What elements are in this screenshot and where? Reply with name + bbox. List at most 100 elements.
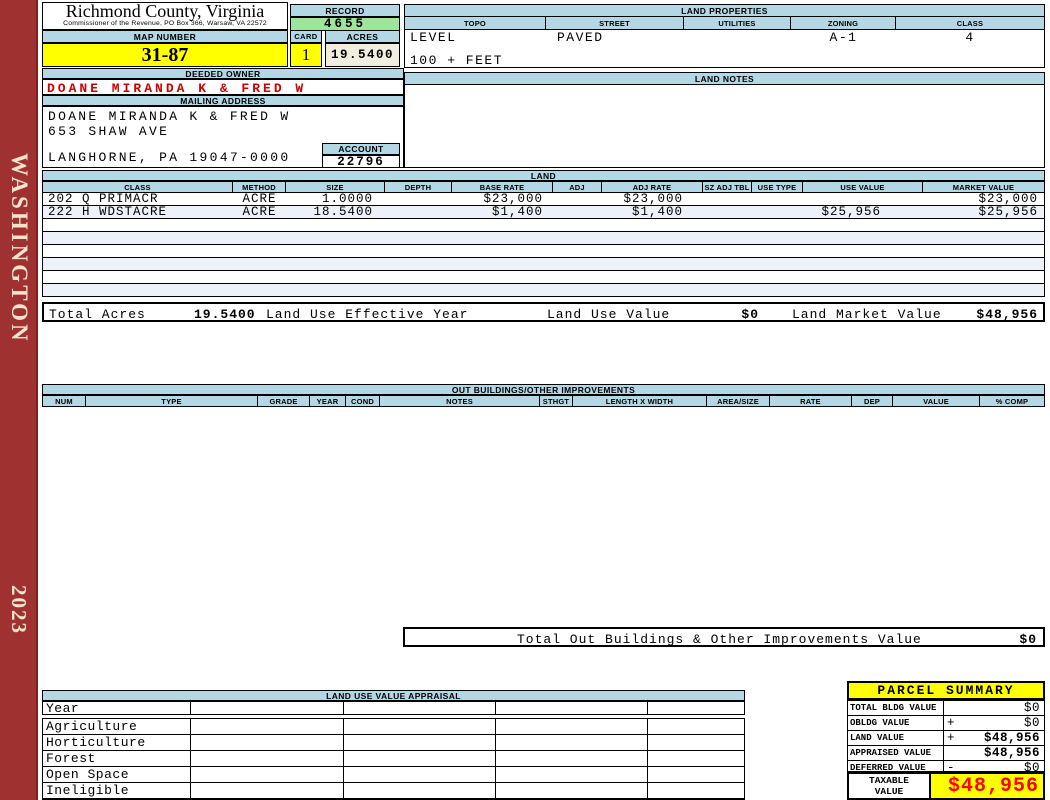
land-market-value-total: $48,956 <box>976 307 1038 322</box>
lu-cell <box>344 783 496 798</box>
land-row: 202 Q PRIMACR ACRE 1.0000 $23,000 $23,00… <box>43 193 1044 206</box>
class-value: 4 <box>965 30 975 45</box>
land-row-empty <box>43 284 1044 297</box>
out-buildings-headers: NUM TYPE GRADE YEAR COND NOTES STHGT LEN… <box>42 395 1045 407</box>
land-notes-title: LAND NOTES <box>405 73 1044 85</box>
record-label: RECORD <box>290 4 400 17</box>
land-use-appraisal-title: LAND USE VALUE APPRAISAL <box>42 690 745 701</box>
lu-cell <box>648 702 744 714</box>
col-land-sz-adj-tbl: SZ ADJ TBL <box>703 182 752 192</box>
col-land-use-type: USE TYPE <box>752 182 803 192</box>
ps-sign: + <box>947 716 956 730</box>
lu-cell <box>344 751 496 766</box>
land-row-empty <box>43 245 1044 258</box>
parcel-summary-row: TOTAL BLDG VALUE $0 <box>848 701 1044 716</box>
ps-label: APPRAISED VALUE <box>848 746 944 760</box>
land-market-value: $23,000 <box>978 193 1038 205</box>
lu-cell <box>496 767 648 782</box>
parcel-summary-row: OBLDG VALUE + $0 <box>848 716 1044 731</box>
land-market-value-label: Land Market Value <box>792 307 942 322</box>
col-street: STREET <box>546 17 684 29</box>
topo-value: LEVEL <box>410 30 457 45</box>
out-buildings-total-row: Total Out Buildings & Other Improvements… <box>403 627 1045 647</box>
mailing-address-label: MAILING ADDRESS <box>42 95 404 106</box>
col-ob-num: NUM <box>43 396 86 406</box>
col-ob-cond: COND <box>346 396 380 406</box>
parcel-summary-row: APPRAISED VALUE $48,956 <box>848 745 1044 761</box>
lu-cell <box>648 735 744 750</box>
lu-cell <box>344 767 496 782</box>
land-use-value: $25,956 <box>821 206 881 218</box>
lu-cell <box>496 702 648 714</box>
lu-row: Horticulture <box>43 735 744 751</box>
parcel-summary-table: TOTAL BLDG VALUE $0 OBLDG VALUE + $0 LAN… <box>847 700 1045 775</box>
land-adj-rate: $1,400 <box>631 206 683 218</box>
deeded-owner-label: DEEDED OWNER <box>42 68 404 79</box>
land-use-value-label: Land Use Value <box>547 307 671 322</box>
land-properties-headers: TOPO STREET UTILITIES ZONING CLASS <box>405 17 1044 30</box>
col-ob-year: YEAR <box>310 396 346 406</box>
col-utilities: UTILITIES <box>684 17 791 29</box>
lu-cell <box>648 719 744 734</box>
district-label: WASHINGTON <box>7 152 32 344</box>
col-ob-sthgt: STHGT <box>540 396 573 406</box>
col-zoning: ZONING <box>791 17 896 29</box>
land-base-rate: $23,000 <box>483 193 543 205</box>
land-row-empty <box>43 232 1044 245</box>
lu-cell <box>648 783 744 798</box>
col-topo: TOPO <box>405 17 546 29</box>
land-totals-row: Total Acres 19.5400 Land Use Effective Y… <box>42 302 1045 322</box>
acres-label: ACRES <box>325 30 400 43</box>
county-title: Richmond County, Virginia <box>65 1 265 21</box>
col-land-base-rate: BASE RATE <box>452 182 553 192</box>
lu-cell <box>344 735 496 750</box>
account-label: ACCOUNT <box>322 143 400 155</box>
lu-cell <box>191 767 344 782</box>
col-ob-rate: RATE <box>770 396 852 406</box>
frontage-value: 100 + FEET <box>410 53 504 68</box>
land-class: 202 Q PRIMACR <box>48 193 159 205</box>
parcel-summary-row: LAND VALUE + $48,956 <box>848 731 1044 746</box>
ps-label: DEFERRED VALUE <box>848 761 944 775</box>
lu-row: Agriculture <box>43 719 744 735</box>
lu-row-label: Agriculture <box>43 719 191 734</box>
col-ob-type: TYPE <box>86 396 258 406</box>
col-ob-dep: DEP <box>852 396 893 406</box>
col-land-method: METHOD <box>233 182 286 192</box>
land-row: 222 H WDSTACRE ACRE 18.5400 $1,400 $1,40… <box>43 206 1044 219</box>
lu-row-label: Forest <box>43 751 191 766</box>
lu-row-label: Open Space <box>43 767 191 782</box>
lu-cell <box>191 702 344 714</box>
card-label: CARD <box>290 30 322 43</box>
land-method: ACRE <box>242 193 277 205</box>
lu-row-label: Ineligible <box>43 783 191 798</box>
col-ob-comp: % COMP <box>980 396 1044 406</box>
lu-cell <box>344 702 496 714</box>
land-size: 1.0000 <box>321 193 373 205</box>
ps-label: OBLDG VALUE <box>848 716 944 730</box>
land-notes-box: LAND NOTES <box>404 72 1045 168</box>
land-base-rate: $1,400 <box>491 206 543 218</box>
lu-cell <box>191 719 344 734</box>
lu-row: Ineligible <box>43 783 744 799</box>
address-line: 653 SHAW AVE <box>48 124 170 139</box>
county-subtitle: Commissioner of the Revenue, PO Box 366,… <box>63 20 267 27</box>
col-ob-notes: NOTES <box>380 396 540 406</box>
land-row-empty <box>43 271 1044 284</box>
col-ob-length-width: LENGTH X WIDTH <box>573 396 707 406</box>
sidebar-band: WASHINGTON 2023 <box>0 0 38 800</box>
zoning-value: A-1 <box>829 30 858 45</box>
land-row-empty <box>43 258 1044 271</box>
lu-cell <box>344 719 496 734</box>
col-land-size: SIZE <box>286 182 385 192</box>
col-land-use-value: USE VALUE <box>803 182 923 192</box>
land-use-year-row: Year <box>42 701 745 715</box>
street-value: PAVED <box>557 30 604 45</box>
total-acres-value: 19.5400 <box>194 307 256 322</box>
land-notes-text <box>405 85 1044 89</box>
taxable-value-amount: $48,956 <box>947 774 1039 798</box>
ps-amount: $0 <box>1023 761 1040 775</box>
taxable-value-label: TAXABLE VALUE <box>869 775 909 797</box>
lu-cell <box>191 783 344 798</box>
tax-year-label: 2023 <box>7 585 31 635</box>
